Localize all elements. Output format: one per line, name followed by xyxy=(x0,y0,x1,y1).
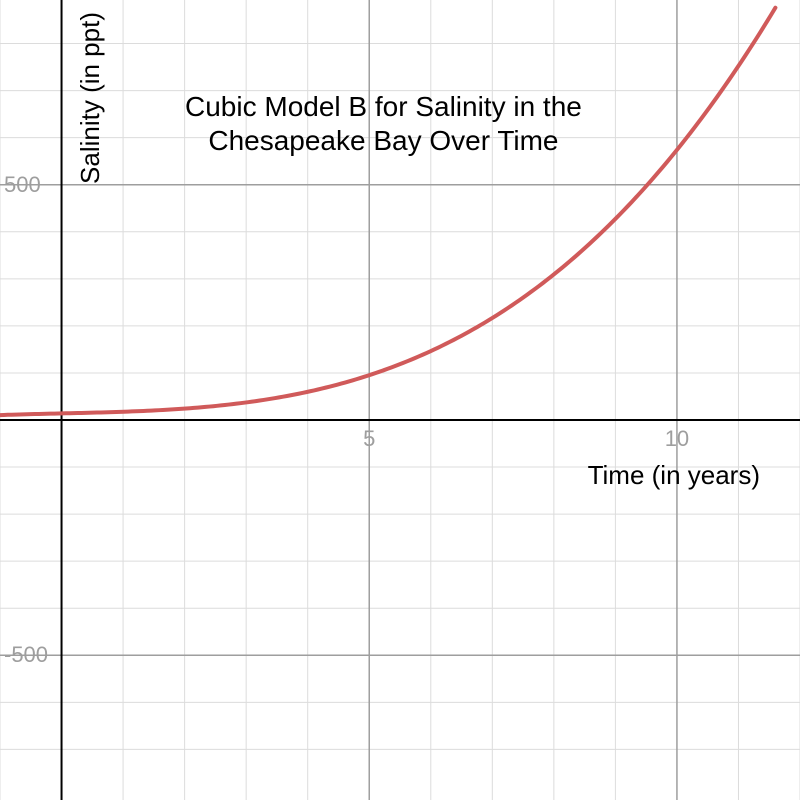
y-tick-500: 500 xyxy=(4,172,41,198)
salinity-chart: Cubic Model B for Salinity in the Chesap… xyxy=(0,0,800,800)
y-axis-label: Salinity (in ppt) xyxy=(75,12,106,184)
salinity-curve xyxy=(0,8,775,415)
y-tick--500: -500 xyxy=(4,642,48,668)
chart-title: Cubic Model B for Salinity in the Chesap… xyxy=(185,90,582,157)
chart-title-line2: Chesapeake Bay Over Time xyxy=(208,125,558,156)
x-axis-label: Time (in years) xyxy=(588,460,760,491)
x-tick-5: 5 xyxy=(363,426,375,452)
chart-title-line1: Cubic Model B for Salinity in the xyxy=(185,91,582,122)
x-tick-10: 10 xyxy=(665,426,689,452)
